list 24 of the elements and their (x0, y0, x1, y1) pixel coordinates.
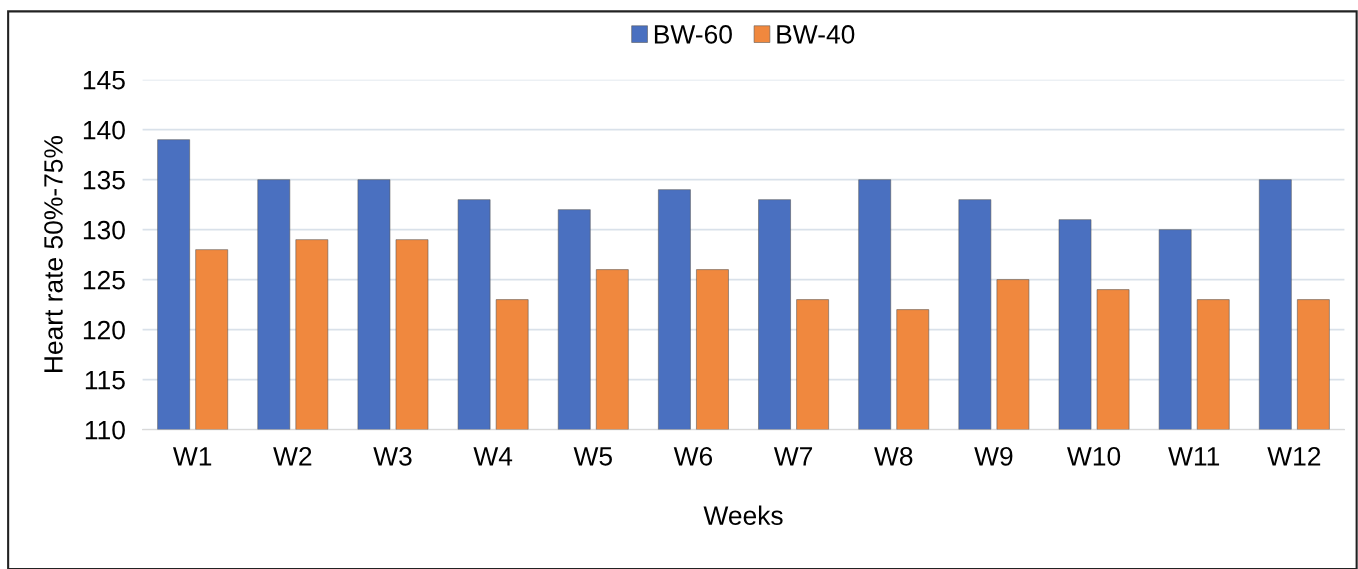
y-tick-label: 145 (83, 71, 125, 90)
x-tick-label: W6 (673, 446, 713, 466)
x-tick-label: W5 (573, 447, 612, 466)
x-tick-label: W4 (473, 447, 513, 466)
y-tick-label: 120 (83, 320, 125, 340)
legend-label: BW-40 (777, 25, 855, 44)
x-tick-label: W7 (773, 447, 813, 466)
legend-label: BW-60 (654, 25, 732, 44)
y-tick-label: 130 (83, 220, 125, 240)
x-axis-title: Weeks (703, 505, 783, 525)
x-tick-label: W1 (172, 447, 212, 466)
x-tick-label: W11 (1168, 447, 1220, 466)
x-tick-label: W3 (373, 446, 412, 466)
y-tick-label: 140 (83, 120, 125, 140)
x-tick-label: W10 (1067, 446, 1121, 466)
y-tick-label: 135 (83, 170, 125, 190)
y-tick-label: 110 (85, 420, 125, 440)
x-tick-label: W12 (1267, 446, 1321, 466)
y-axis-title: Heart rate 50%-75% (44, 136, 63, 372)
y-tick-label: 125 (83, 270, 125, 290)
x-tick-label: W2 (273, 446, 312, 466)
x-tick-label: W9 (974, 446, 1013, 466)
y-tick-label: 115 (85, 371, 125, 390)
x-tick-label: W8 (874, 446, 913, 466)
